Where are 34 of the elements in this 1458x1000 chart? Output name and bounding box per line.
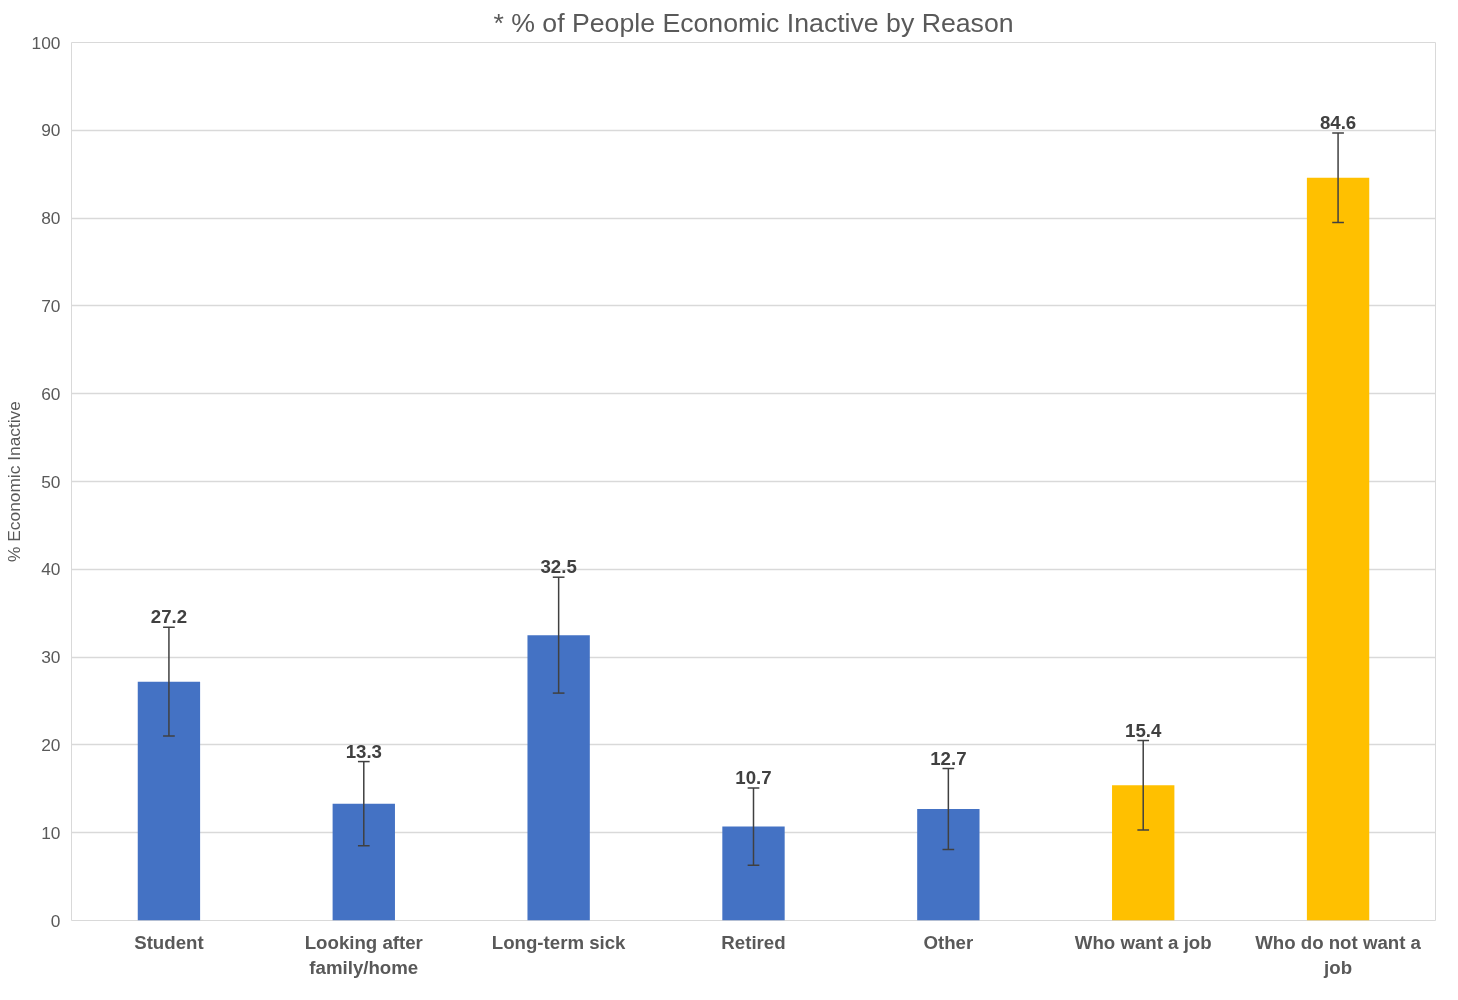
chart-title: * % of People Economic Inactive by Reason: [493, 7, 1014, 38]
data-label: 13.3: [345, 740, 382, 762]
data-label: 15.4: [1125, 719, 1162, 741]
bar: [1306, 177, 1370, 921]
y-tick-label: 80: [41, 208, 61, 229]
y-tick-label: 90: [41, 120, 61, 141]
x-tick-label: Looking after family/home: [304, 931, 423, 978]
bar: [332, 803, 395, 921]
x-tick-label: Who do not want a job: [1255, 931, 1422, 978]
y-tick-label: 0: [50, 910, 61, 931]
bar: [137, 681, 201, 921]
data-label: 27.2: [150, 606, 188, 628]
y-tick-label: 70: [41, 295, 61, 316]
y-axis-title: % Economic Inactive: [3, 401, 24, 562]
x-tick-label: Long-term sick: [491, 931, 627, 953]
data-label: 10.7: [735, 766, 772, 788]
x-tick-label: Retired: [721, 931, 786, 953]
y-tick-label: 10: [41, 822, 61, 843]
data-label: 12.7: [930, 747, 967, 769]
data-label: 32.5: [540, 556, 577, 578]
data-label: 84.6: [1319, 111, 1357, 133]
bar: [527, 635, 590, 921]
y-tick-label: 50: [41, 471, 61, 492]
bar: [1112, 785, 1175, 921]
y-tick-label: 20: [41, 734, 61, 755]
y-tick-label: 30: [41, 647, 61, 668]
y-tick-label: 60: [41, 383, 61, 404]
x-tick-label: Who want a job: [1074, 931, 1212, 953]
bar: [722, 826, 785, 921]
bar: [917, 808, 980, 921]
x-tick-label: Other: [923, 931, 974, 953]
y-tick-label: 100: [31, 32, 61, 53]
y-tick-label: 40: [41, 559, 61, 580]
x-tick-label: Student: [134, 931, 204, 953]
